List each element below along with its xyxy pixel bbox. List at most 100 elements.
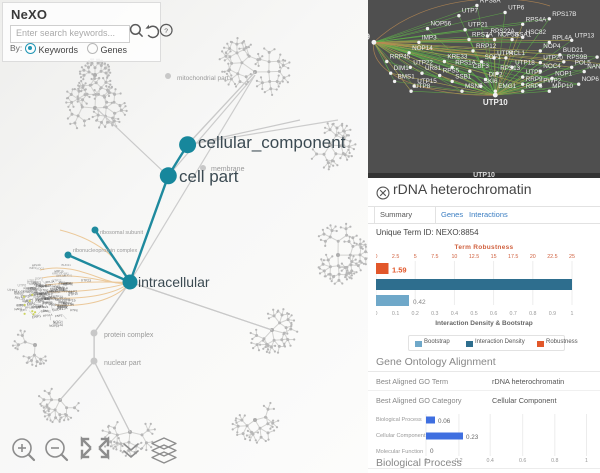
svg-text:RPS8A: RPS8A [480,0,501,5]
svg-text:UTP20: UTP20 [543,55,563,62]
svg-text:ribonucleoprotein complex: ribonucleoprotein complex [73,248,137,254]
svg-text:17.5: 17.5 [508,254,518,260]
svg-text:ENP1: ENP1 [55,313,63,318]
svg-text:RRP9: RRP9 [526,76,543,83]
svg-text:FCF2: FCF2 [66,281,73,285]
svg-text:intracellular: intracellular [138,274,210,290]
svg-text:BUD21: BUD21 [563,47,584,54]
svg-text:UTP7: UTP7 [462,8,479,15]
svg-text:22.5: 22.5 [547,254,557,260]
svg-text:0.9: 0.9 [549,311,556,317]
svg-text:7.5: 7.5 [431,254,438,260]
svg-text:UTP15: UTP15 [33,304,43,308]
svg-text:IMP4: IMP4 [29,266,36,270]
svg-text:SKI6: SKI6 [484,78,498,85]
svg-text:DIM1: DIM1 [394,65,410,72]
svg-text:RPS1A: RPS1A [43,313,53,318]
svg-text:RRP9: RRP9 [43,301,52,305]
svg-text:BMS1: BMS1 [398,73,416,80]
svg-text:nuclear part: nuclear part [104,360,141,367]
svg-text:NOP1: NOP1 [555,70,573,77]
svg-text:0.6: 0.6 [519,458,526,462]
svg-text:RRP5: RRP5 [526,83,543,90]
svg-text:KRE33: KRE33 [52,272,62,276]
svg-text:RPS7A: RPS7A [472,32,493,39]
svg-text:5: 5 [414,254,417,260]
svg-text:0.8: 0.8 [529,311,536,317]
svg-text:UTP6: UTP6 [508,5,525,12]
svg-text:CBF3: CBF3 [473,63,490,70]
svg-text:MPP10: MPP10 [552,83,573,90]
svg-text:0: 0 [376,311,378,317]
svg-text:0: 0 [376,254,378,260]
svg-text:ribosomal subunit: ribosomal subunit [100,230,144,236]
svg-text:UTP10: UTP10 [483,98,508,107]
svg-text:0.42: 0.42 [413,299,426,306]
svg-text:UTP8: UTP8 [414,83,431,90]
svg-text:FCF2: FCF2 [50,288,58,292]
svg-text:NOP6: NOP6 [582,76,600,83]
svg-text:?: ? [164,28,168,35]
svg-text:RPS17B: RPS17B [552,11,576,18]
svg-text:1: 1 [585,458,588,462]
svg-text:Cellular Component: Cellular Component [376,433,426,439]
svg-text:RPL4A: RPL4A [552,34,573,41]
svg-text:0: 0 [430,448,434,455]
svg-text:25: 25 [569,254,575,260]
svg-text:0.1: 0.1 [392,311,399,317]
svg-text:NAN1: NAN1 [59,303,67,307]
svg-text:12.5: 12.5 [469,254,479,260]
svg-text:IMP3: IMP3 [422,34,437,41]
svg-text:20: 20 [530,254,536,260]
svg-text:DIM1: DIM1 [60,288,68,292]
svg-text:NOP14: NOP14 [412,45,433,52]
svg-text:NOP56: NOP56 [431,21,452,28]
svg-text:BUD21: BUD21 [64,273,73,277]
svg-text:RRP12: RRP12 [476,43,497,50]
svg-text:SSB1: SSB1 [455,73,472,80]
svg-text:EMG1: EMG1 [498,83,516,90]
svg-text:UTP21: UTP21 [468,22,488,29]
svg-text:1: 1 [571,311,574,317]
svg-text:MSN5: MSN5 [465,83,483,90]
svg-text:NOP4: NOP4 [543,43,561,50]
svg-text:UTP5: UTP5 [526,69,543,76]
svg-text:cellular_component: cellular_component [198,133,346,152]
svg-text:UTP6: UTP6 [18,284,27,288]
svg-text:15: 15 [491,254,497,260]
svg-text:EBP2: EBP2 [68,290,77,295]
svg-text:RPS13: RPS13 [500,65,520,72]
svg-text:NOG1: NOG1 [36,266,45,270]
svg-text:UTP9: UTP9 [368,32,370,41]
svg-text:membrane: membrane [211,166,245,173]
svg-text:0.2: 0.2 [412,311,419,317]
svg-text:UR81: UR81 [425,65,442,72]
svg-text:UTP22: UTP22 [52,279,62,283]
svg-text:protein complex: protein complex [104,332,154,339]
svg-text:0.23: 0.23 [466,434,479,441]
svg-text:NOC4: NOC4 [543,63,561,70]
svg-text:UTP23: UTP23 [81,278,92,282]
svg-text:0.4: 0.4 [451,311,458,317]
svg-text:UTP22: UTP22 [27,281,37,285]
svg-text:1.59: 1.59 [392,266,407,275]
svg-text:RPS4A: RPS4A [526,16,547,23]
svg-text:RCL1: RCL1 [509,50,526,57]
svg-text:NAN1: NAN1 [587,64,600,71]
svg-text:Molecular Function: Molecular Function [376,449,423,455]
svg-text:UTP6: UTP6 [70,308,78,313]
svg-text:Biological Process: Biological Process [376,417,422,423]
svg-text:0.4: 0.4 [487,458,494,462]
svg-text:0.5: 0.5 [470,311,477,317]
svg-text:0.8: 0.8 [551,458,558,462]
svg-text:RPS1A: RPS1A [25,306,34,310]
svg-text:Interaction Density & Bootstra: Interaction Density & Bootstrap [435,320,533,327]
svg-text:2.5: 2.5 [392,254,399,260]
svg-text:BUD21: BUD21 [62,263,72,267]
svg-text:NOP14: NOP14 [49,324,59,329]
svg-text:UTP23: UTP23 [22,290,31,294]
svg-text:UTP13: UTP13 [575,32,595,39]
svg-text:10: 10 [451,254,457,260]
svg-text:HSC82: HSC82 [526,29,547,36]
svg-text:0.06: 0.06 [438,418,451,425]
